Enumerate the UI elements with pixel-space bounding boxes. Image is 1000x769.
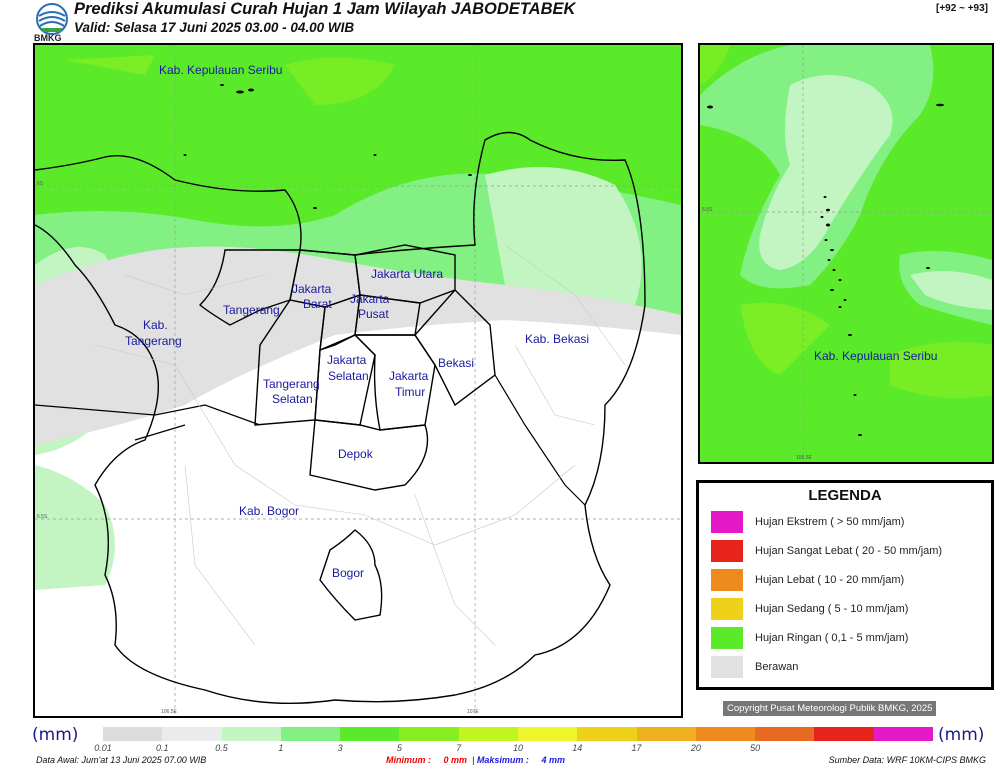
label-bogor: Bogor <box>332 566 364 580</box>
min-max-separator: | <box>472 755 475 765</box>
main-map-canvas: 6S 6.5S 106.5E 107E Kab. <box>35 45 681 716</box>
legend-swatch-lebat <box>711 569 743 591</box>
legend-item-sangat-lebat: Hujan Sangat Lebat ( 20 - 50 mm/jam) <box>711 540 942 562</box>
label-jakarta-barat-2: Barat <box>303 297 332 311</box>
legend-item-ringan: Hujan Ringan ( 0,1 - 5 mm/jam) <box>711 627 908 649</box>
inset-lon-tick-106-5e: 106.5E <box>796 455 813 461</box>
copyright-badge: Copyright Pusat Meteorologi Publik BMKG,… <box>723 701 937 716</box>
legend-label-sedang: Hujan Sedang ( 5 - 10 mm/jam) <box>755 603 909 615</box>
label-kab-bekasi: Kab. Bekasi <box>525 332 589 346</box>
colorbar-tick-label: 17 <box>631 743 642 753</box>
label-tangerang-selatan-2: Selatan <box>272 392 313 406</box>
label-kab-bogor: Kab. Bogor <box>239 504 299 518</box>
label-kab-kepulauan-seribu: Kab. Kepulauan Seribu <box>159 63 282 77</box>
legend-swatch-sedang <box>711 598 743 620</box>
colorbar-cell <box>755 727 815 741</box>
colorbar-cell <box>162 727 222 741</box>
label-jakarta-pusat-2: Pusat <box>358 307 389 321</box>
colorbar-cell <box>458 727 518 741</box>
label-jakarta-selatan-2: Selatan <box>328 369 369 383</box>
colorbar-tick-label: 14 <box>572 743 583 753</box>
lon-tick-107e: 107E <box>467 709 479 715</box>
lat-tick-6-5s: 6.5S <box>37 514 48 520</box>
colorbar-cell <box>280 727 341 741</box>
inset-map-canvas: 5.5S 106.5E Kab. Kepulauan Seribu <box>700 45 992 462</box>
legend-swatch-ekstrem <box>711 511 743 533</box>
colorbar-tick-label: 10 <box>512 743 524 753</box>
min-value: 0 mm <box>443 755 468 765</box>
colorbar-tick-label: 20 <box>690 743 701 753</box>
legend-item-sedang: Hujan Sedang ( 5 - 10 mm/jam) <box>711 598 908 620</box>
label-kab-tangerang-2: Tangerang <box>125 334 182 348</box>
colorbar-cell <box>814 727 874 741</box>
legend-item-berawan: Berawan <box>711 656 798 678</box>
colorbar-tick-label: 7 <box>456 743 462 753</box>
legend-title: LEGENDA <box>808 487 882 504</box>
legend-label-ringan: Hujan Ringan ( 0,1 - 5 mm/jam) <box>755 632 909 644</box>
label-bekasi: Bekasi <box>438 356 474 370</box>
colorbar-cell <box>636 727 696 741</box>
label-jakarta-timur-1: Jakarta <box>389 369 429 383</box>
colorbar-cell <box>340 727 400 741</box>
bmkg-logo <box>36 3 68 35</box>
legend-label-lebat: Hujan Lebat ( 10 - 20 mm/jam) <box>755 574 905 586</box>
forecast-hour-range: [+92 ~ +93] <box>936 3 988 14</box>
label-jakarta-pusat-1: Jakarta <box>350 292 390 306</box>
logo-text: BMKG <box>34 33 62 43</box>
colorbar-cell <box>517 727 578 741</box>
legend-swatch-berawan <box>711 656 743 678</box>
label-jakarta-utara: Jakarta Utara <box>371 267 443 281</box>
label-jakarta-timur-2: Timur <box>395 385 425 399</box>
max-label: Maksimum : <box>476 755 529 765</box>
label-tangerang-selatan-1: Tangerang <box>263 377 320 391</box>
data-awal: Data Awal: Jum'at 13 Juni 2025 07.00 WIB <box>36 755 207 765</box>
legend-label-sangat-lebat: Hujan Sangat Lebat ( 20 - 50 mm/jam) <box>755 545 943 557</box>
colorbar-tick-label: 50 <box>750 743 761 753</box>
colorbar-tick-label: 0.5 <box>215 743 228 753</box>
colorbar-cell <box>695 727 756 741</box>
legend-label-ekstrem: Hujan Ekstrem ( > 50 mm/jam) <box>755 516 905 528</box>
colorbar-unit-left: (mm) <box>32 725 79 745</box>
data-source: Sumber Data: WRF 10KM-CIPS BMKG <box>828 755 986 765</box>
colorbar-tick-label: 5 <box>396 743 402 753</box>
colorbar-cell <box>577 727 637 741</box>
inset-label-kab-kepulauan-seribu: Kab. Kepulauan Seribu <box>814 349 937 363</box>
colorbar-cell <box>873 727 933 741</box>
colorbar-tick-label: 1 <box>278 743 284 753</box>
label-depok: Depok <box>338 447 374 461</box>
colorbar-tick-label: 0.1 <box>156 743 169 753</box>
inset-map: 5.5S 106.5E Kab. Kepulauan Seribu <box>698 43 994 464</box>
label-jakarta-barat-1: Jakarta <box>292 282 332 296</box>
max-value: 4 mm <box>541 755 565 765</box>
colorbar <box>103 727 933 741</box>
label-tangerang: Tangerang <box>223 303 280 317</box>
main-map: 6S 6.5S 106.5E 107E Kab. <box>33 43 683 718</box>
legend-item-lebat: Hujan Lebat ( 10 - 20 mm/jam) <box>711 569 904 591</box>
label-jakarta-selatan-1: Jakarta <box>327 353 367 367</box>
min-max-readout: Minimum : 0 mm | Maksimum : 4 mm <box>386 755 565 765</box>
legend-swatch-sangat-lebat <box>711 540 743 562</box>
colorbar-cell <box>103 727 163 741</box>
lat-tick-6s: 6S <box>37 181 44 187</box>
label-kab-tangerang-1: Kab. <box>143 318 168 332</box>
inset-lat-tick-5-5s: 5.5S <box>702 207 713 213</box>
colorbar-unit-right: (mm) <box>938 725 985 745</box>
colorbar-tick-label: 3 <box>337 743 343 753</box>
valid-time: Valid: Selasa 17 Juni 2025 03.00 - 04.00… <box>74 20 355 35</box>
colorbar-cell <box>399 727 459 741</box>
colorbar-cell <box>221 727 281 741</box>
lon-tick-106-5e: 106.5E <box>161 709 178 715</box>
page-title: Prediksi Akumulasi Curah Hujan 1 Jam Wil… <box>74 0 576 18</box>
legend-label-berawan: Berawan <box>755 661 799 673</box>
colorbar-tick-label: 0.01 <box>94 743 112 753</box>
legend-swatch-ringan <box>711 627 743 649</box>
legend-item-ekstrem: Hujan Ekstrem ( > 50 mm/jam) <box>711 511 904 533</box>
legend: LEGENDA Hujan Ekstrem ( > 50 mm/jam) Huj… <box>696 480 994 690</box>
min-label: Minimum : <box>386 755 431 765</box>
